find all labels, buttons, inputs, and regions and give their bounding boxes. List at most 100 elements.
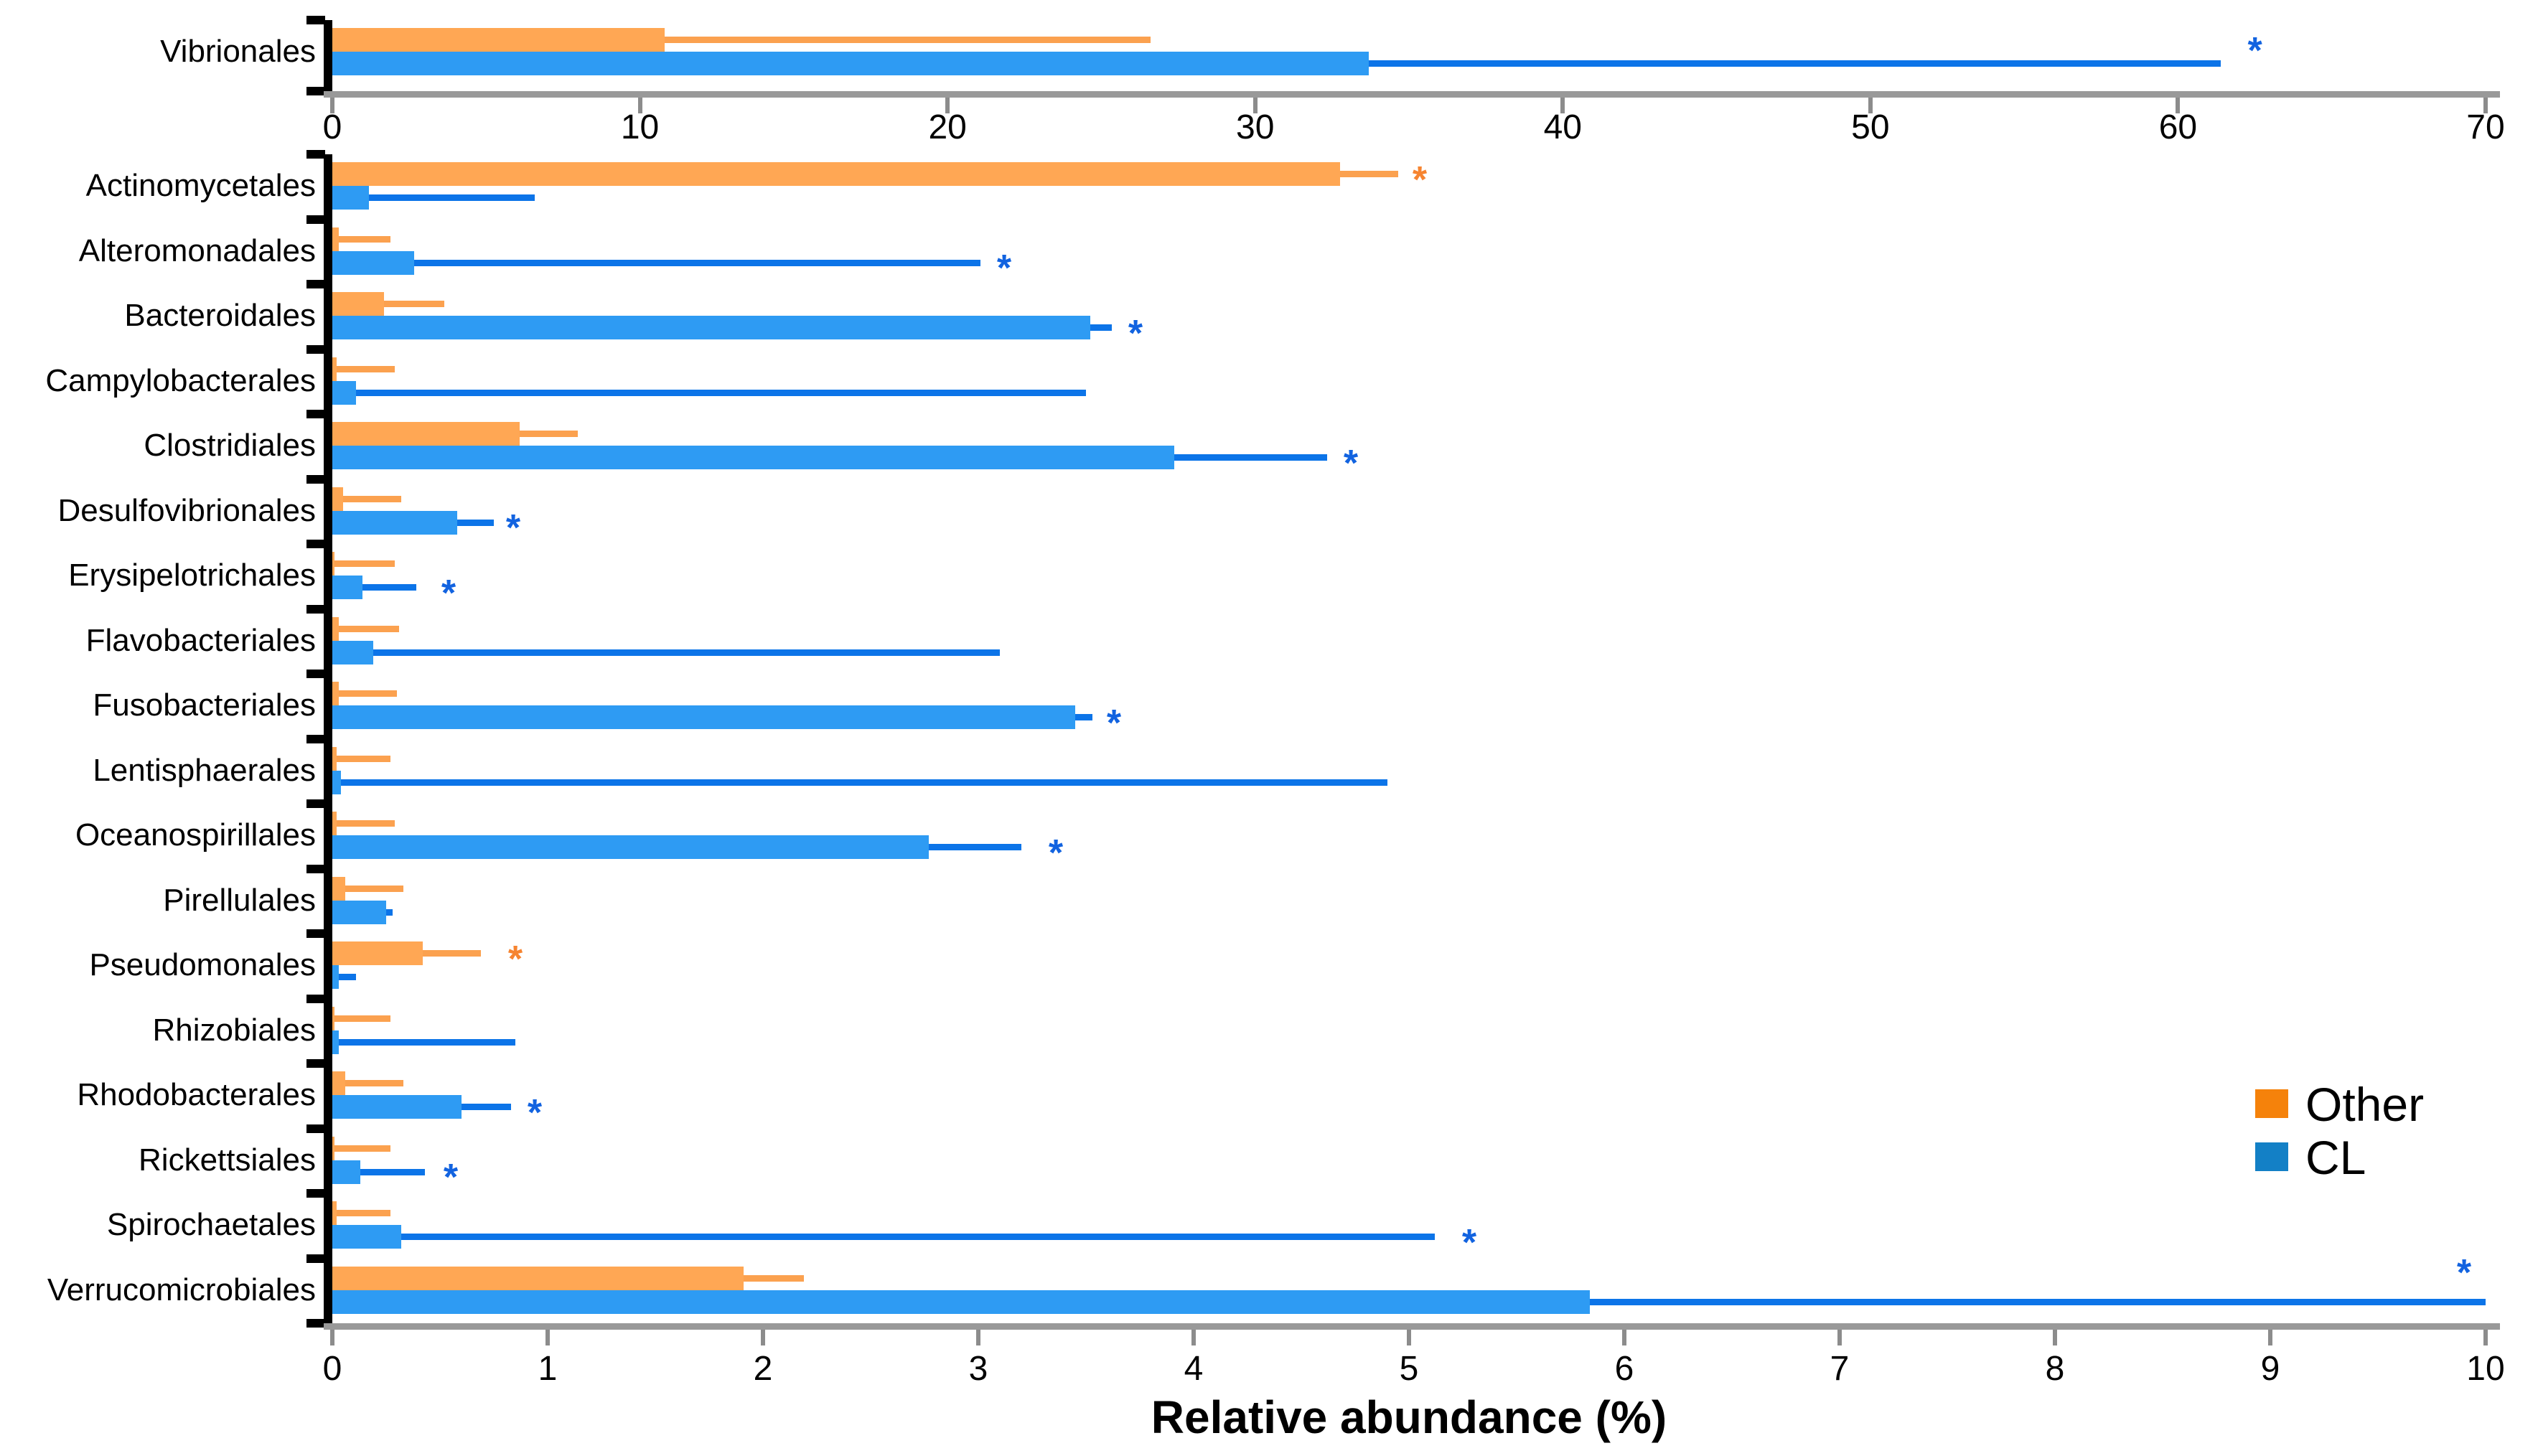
category-label: Desulfovibrionales xyxy=(57,492,316,528)
category-label: Rickettsiales xyxy=(139,1142,316,1178)
bar-cl xyxy=(332,770,341,794)
bar-other xyxy=(332,28,665,52)
bar-other xyxy=(332,162,1340,186)
y-axis-tick xyxy=(306,344,325,354)
y-axis-tick xyxy=(306,410,325,418)
bar-cl xyxy=(332,1030,339,1054)
error-bar-other xyxy=(334,1145,390,1152)
bar-other xyxy=(332,1266,744,1290)
x-axis-tick-label: 40 xyxy=(1543,108,1582,146)
bar-cl xyxy=(332,900,386,924)
y-axis-tick xyxy=(306,1124,325,1133)
legend-swatch-cl xyxy=(2255,1142,2288,1171)
error-bar-other xyxy=(337,820,395,827)
error-bar-cl xyxy=(373,649,1000,656)
error-bar-cl xyxy=(1075,714,1092,720)
bar-other xyxy=(332,227,339,251)
y-axis-tick xyxy=(306,16,325,24)
bar-cl xyxy=(332,1095,462,1119)
error-bar-cl xyxy=(369,194,535,201)
x-axis-tick xyxy=(2053,1330,2057,1345)
category-label: Alteromonadales xyxy=(78,233,316,268)
x-axis-tick xyxy=(637,98,642,113)
error-bar-other xyxy=(339,690,397,697)
y-axis-line xyxy=(324,154,332,1328)
y-axis-tick xyxy=(306,864,325,873)
significance-asterisk-cl: * xyxy=(1128,312,1143,354)
bar-cl xyxy=(332,446,1174,469)
significance-asterisk-cl: * xyxy=(2247,29,2262,72)
y-axis-tick xyxy=(306,799,325,808)
bar-cl xyxy=(332,576,362,599)
x-axis-tick xyxy=(1191,1330,1196,1345)
category-label: Fusobacteriales xyxy=(93,687,316,723)
category-label: Pirellulales xyxy=(163,882,316,918)
y-axis-tick xyxy=(306,1254,325,1263)
bar-other xyxy=(332,616,339,641)
x-axis-tick xyxy=(545,1330,550,1345)
error-bar-cl xyxy=(1369,60,2221,67)
error-bar-cl xyxy=(457,519,494,526)
significance-asterisk-cl: * xyxy=(1461,1221,1477,1264)
x-axis-tick-label: 9 xyxy=(2260,1350,2280,1388)
bar-other xyxy=(332,292,384,316)
significance-asterisk-other: * xyxy=(1412,159,1428,201)
x-axis-tick xyxy=(2483,98,2488,113)
error-bar-cl xyxy=(1090,324,1112,331)
category-label: Oceanospirillales xyxy=(75,817,316,853)
bar-other xyxy=(332,1071,345,1095)
bar-cl xyxy=(332,510,457,535)
x-axis-tick xyxy=(1407,1330,1411,1345)
x-axis-tick-label: 20 xyxy=(928,108,967,146)
error-bar-other xyxy=(339,235,390,243)
legend-swatch-other xyxy=(2255,1089,2288,1118)
category-label: Flavobacteriales xyxy=(85,622,316,658)
x-axis-tick-label: 1 xyxy=(538,1350,558,1388)
error-bar-cl xyxy=(341,779,1387,786)
bar-cl xyxy=(332,1160,360,1184)
significance-asterisk-cl: * xyxy=(443,1157,459,1198)
bar-cl xyxy=(332,52,1369,75)
x-axis-tick-label: 30 xyxy=(1236,108,1275,146)
category-label: Actinomycetales xyxy=(85,168,316,203)
category-label: Spirochaetales xyxy=(106,1207,316,1242)
error-bar-cl xyxy=(362,584,416,591)
category-label: Erysipelotrichales xyxy=(68,558,316,593)
error-bar-cl xyxy=(462,1104,511,1110)
x-axis-tick-label: 7 xyxy=(1830,1350,1850,1388)
significance-asterisk-cl: * xyxy=(2456,1252,2472,1294)
x-axis-line xyxy=(324,1323,2500,1330)
significance-asterisk-cl: * xyxy=(441,572,456,614)
bar-cl xyxy=(332,1225,401,1249)
x-axis-tick xyxy=(1622,1330,1626,1345)
y-axis-tick xyxy=(306,540,325,548)
bar-cl xyxy=(332,705,1075,729)
x-axis-tick-label: 8 xyxy=(2045,1350,2065,1388)
category-label: Pseudomonales xyxy=(89,947,316,982)
legend-label-other: Other xyxy=(2305,1078,2425,1131)
error-bar-cl xyxy=(1174,454,1327,461)
x-axis-tick-label: 6 xyxy=(1614,1350,1634,1388)
bar-other xyxy=(332,746,337,771)
category-label: Bacteroidales xyxy=(124,298,316,333)
y-axis-tick xyxy=(306,1059,325,1068)
significance-asterisk-cl: * xyxy=(996,248,1012,289)
x-axis-tick xyxy=(2268,1330,2272,1345)
x-axis-tick xyxy=(330,1330,334,1345)
error-bar-other xyxy=(520,431,578,437)
x-axis-tick xyxy=(330,98,334,113)
x-axis-tick-label: 0 xyxy=(322,108,342,146)
x-axis-tick-label: 2 xyxy=(753,1350,773,1388)
legend-label-cl: CL xyxy=(2305,1131,2366,1184)
x-axis-title: Relative abundance (%) xyxy=(1151,1391,1667,1443)
x-axis-line xyxy=(324,91,2500,98)
x-axis-tick-label: 5 xyxy=(1399,1350,1419,1388)
x-axis-tick-label: 10 xyxy=(2466,1350,2505,1388)
bar-other xyxy=(332,1006,334,1030)
x-axis-tick-label: 60 xyxy=(2158,108,2198,146)
x-axis-tick-label: 50 xyxy=(1851,108,1890,146)
error-bar-other xyxy=(423,950,481,957)
category-label: Rhodobacterales xyxy=(77,1077,316,1112)
significance-asterisk-cl: * xyxy=(505,507,521,549)
category-label: Campylobacterales xyxy=(45,362,316,398)
